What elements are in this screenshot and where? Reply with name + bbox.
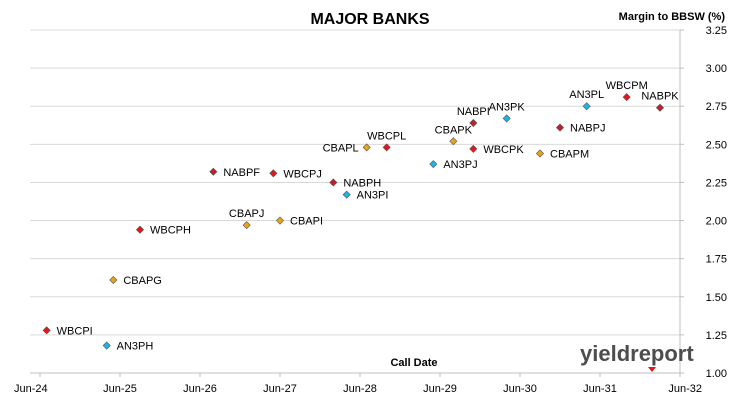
point-an3ph: AN3PH — [102, 341, 154, 353]
point-an3pk: AN3PK — [489, 101, 526, 123]
point-marker — [42, 326, 51, 335]
y-tick-label: 3.00 — [706, 63, 727, 75]
point-marker — [469, 144, 478, 153]
point-nabpf: NABPF — [209, 167, 260, 179]
point-marker — [555, 123, 565, 132]
y-tick-label: 2.00 — [706, 216, 727, 228]
point-label: CBAPK — [435, 124, 473, 136]
point-cbapm: CBAPM — [535, 148, 589, 160]
point-nabpi: NABPI — [457, 106, 490, 128]
point-marker — [469, 118, 478, 128]
x-tick-label: Jun-29 — [423, 383, 457, 395]
point-label: CBAPL — [323, 142, 359, 154]
point-label: WBCPM — [606, 80, 648, 92]
point-label: WBCPI — [57, 325, 93, 337]
x-tick-label: Jun-28 — [343, 383, 377, 395]
x-tick-label: Jun-25 — [103, 383, 137, 395]
point-marker — [275, 216, 285, 225]
point-marker — [329, 178, 338, 187]
point-label: NABPJ — [570, 123, 605, 135]
point-nabph: NABPH — [329, 177, 381, 189]
point-marker — [102, 341, 111, 350]
point-an3pi: AN3PI — [342, 190, 389, 202]
point-wbcph: WBCPH — [135, 225, 191, 237]
point-an3pj: AN3PJ — [429, 159, 478, 171]
point-marker — [362, 143, 371, 152]
point-wbcpi: WBCPI — [42, 325, 93, 337]
point-cbapj: CBAPJ — [229, 208, 264, 230]
y-tick-label: 2.75 — [706, 101, 727, 113]
y-tick-label: 2.25 — [706, 177, 727, 189]
y-axis-label: Margin to BBSW (%) — [619, 11, 726, 23]
y-tick-label: 3.25 — [706, 25, 727, 37]
point-label: WBCPL — [367, 130, 406, 142]
y-tick-label: 1.75 — [706, 254, 727, 266]
x-tick-label: Jun-24 — [14, 383, 48, 395]
y-tick-labels: 1.00 1.25 1.50 1.75 2.00 2.25 2.50 2.75 3.00 3.25 — [680, 25, 727, 380]
logo-triangle-icon — [648, 367, 656, 372]
watermark-text: yieldreport — [580, 341, 694, 366]
point-marker — [242, 221, 251, 230]
data-points: WBCPI AN3PH CBAPG WBCPH NABPF CBAPJ WBCPJ CBAPI… — [42, 80, 679, 353]
point-marker — [269, 169, 278, 178]
point-label: AN3PI — [357, 190, 389, 202]
point-label: AN3PL — [569, 89, 604, 101]
point-label: NABPI — [457, 106, 490, 118]
x-tick-label: Jun-32 — [668, 383, 702, 395]
point-cbapg: CBAPG — [109, 275, 162, 287]
point-label: WBCPJ — [283, 168, 322, 180]
point-label: CBAPI — [290, 216, 323, 228]
point-marker — [135, 225, 145, 234]
x-axis-label: Call Date — [390, 357, 437, 369]
y-tick-label: 2.50 — [706, 139, 727, 151]
point-label: WBCPH — [150, 225, 191, 237]
y-tick-label: 1.25 — [706, 330, 727, 342]
point-label: AN3PK — [489, 101, 526, 113]
point-wbcpj: WBCPJ — [269, 168, 322, 180]
gridlines — [30, 29, 680, 336]
point-label: CBAPJ — [229, 208, 264, 220]
point-label: CBAPG — [123, 275, 162, 287]
point-wbcpl: WBCPL — [367, 130, 406, 152]
yieldreport-logo: yieldreport — [580, 341, 694, 372]
x-tick-label: Jun-27 — [263, 383, 297, 395]
point-label: NABPH — [343, 177, 381, 189]
point-marker — [535, 149, 545, 158]
point-label: NABPF — [223, 167, 260, 179]
point-label: CBAPM — [550, 148, 589, 160]
point-label: AN3PJ — [443, 159, 477, 171]
x-tick-label: Jun-30 — [503, 383, 537, 395]
point-label: WBCPK — [483, 144, 524, 156]
point-cbapl: CBAPL — [323, 142, 371, 154]
point-cbapi: CBAPI — [275, 216, 323, 228]
point-marker — [655, 103, 665, 112]
point-label: AN3PH — [117, 341, 154, 353]
point-nabpk: NABPK — [641, 91, 679, 112]
point-nabpj: NABPJ — [555, 123, 605, 135]
y-tick-label: 1.00 — [706, 368, 727, 380]
point-marker — [502, 114, 511, 123]
point-wbcpk: WBCPK — [469, 144, 524, 156]
y-tick-label: 1.50 — [706, 292, 727, 304]
point-marker — [382, 143, 391, 152]
point-marker — [449, 137, 458, 146]
chart-title: MAJOR BANKS — [310, 11, 429, 28]
point-label: NABPK — [641, 91, 679, 103]
point-marker — [109, 275, 118, 285]
point-marker — [622, 93, 631, 102]
point-marker — [429, 160, 438, 169]
point-marker — [209, 167, 218, 176]
x-tick-label: Jun-26 — [183, 383, 217, 395]
x-tick-label: Jun-31 — [583, 383, 617, 395]
x-tick-labels: Jun-24 Jun-25 Jun-26 Jun-27 Jun-28 Jun-29 Jun-… — [14, 373, 702, 395]
point-marker — [342, 190, 351, 199]
point-marker — [582, 102, 591, 111]
point-an3pl: AN3PL — [569, 89, 604, 111]
point-cbapk: CBAPK — [435, 124, 473, 146]
point-wbcpm: WBCPM — [606, 80, 648, 102]
